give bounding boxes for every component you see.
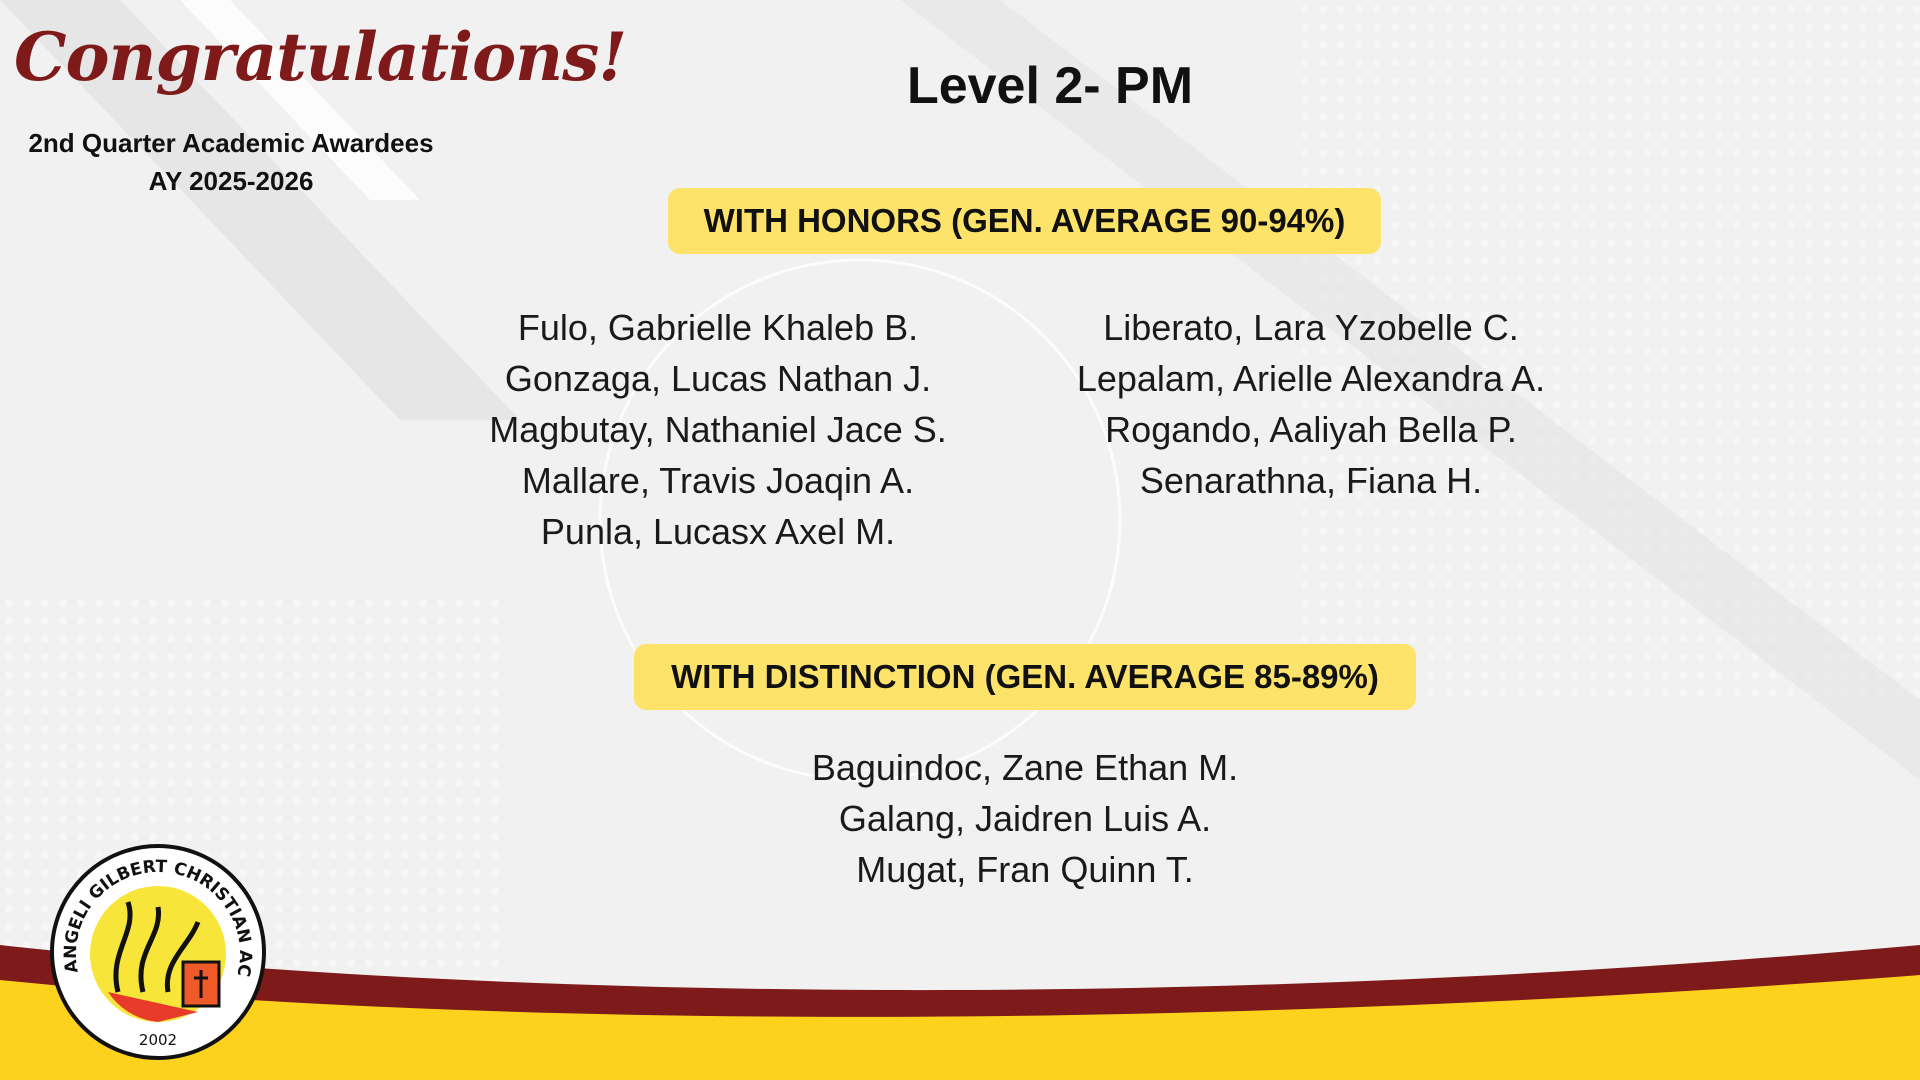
subtitle: 2nd Quarter Academic Awardees: [28, 128, 434, 158]
list-item: Gonzaga, Lucas Nathan J.: [504, 358, 932, 399]
academic-year: AY 2025-2026: [148, 166, 314, 196]
distinction-list: Baguindoc, Zane Ethan M. Galang, Jaidren…: [725, 742, 1325, 895]
list-item: Baguindoc, Zane Ethan M.: [811, 747, 1239, 788]
list-item: Mugat, Fran Quinn T.: [856, 849, 1194, 890]
list-item: Senarathna, Fiana H.: [1139, 460, 1483, 501]
school-logo: ANGELI GILBERT CHRISTIAN ACADEMY 2002: [48, 842, 266, 1060]
distinction-badge: WITH DISTINCTION (GEN. AVERAGE 85-89%): [634, 644, 1416, 710]
list-item: Liberato, Lara Yzobelle C.: [1103, 307, 1519, 348]
congratulations-title: Congratulations!: [14, 18, 627, 96]
list-item: Magbutay, Nathaniel Jace S.: [489, 409, 947, 450]
list-item: Mallare, Travis Joaqin A.: [521, 460, 915, 501]
list-item: Rogando, Aaliyah Bella P.: [1105, 409, 1517, 450]
honors-badge: WITH HONORS (GEN. AVERAGE 90-94%): [668, 188, 1381, 254]
honors-left-list: Fulo, Gabrielle Khaleb B. Gonzaga, Lucas…: [418, 302, 1018, 557]
list-item: Punla, Lucasx Axel M.: [540, 511, 896, 552]
honors-right-list: Liberato, Lara Yzobelle C. Lepalam, Arie…: [1011, 302, 1611, 506]
level-title: Level 2- PM: [906, 57, 1194, 115]
logo-year: 2002: [139, 1031, 177, 1049]
list-item: Lepalam, Arielle Alexandra A.: [1076, 358, 1546, 399]
list-item: Galang, Jaidren Luis A.: [838, 798, 1212, 839]
yellow-wave: [0, 975, 1920, 1080]
list-item: Fulo, Gabrielle Khaleb B.: [517, 307, 919, 348]
